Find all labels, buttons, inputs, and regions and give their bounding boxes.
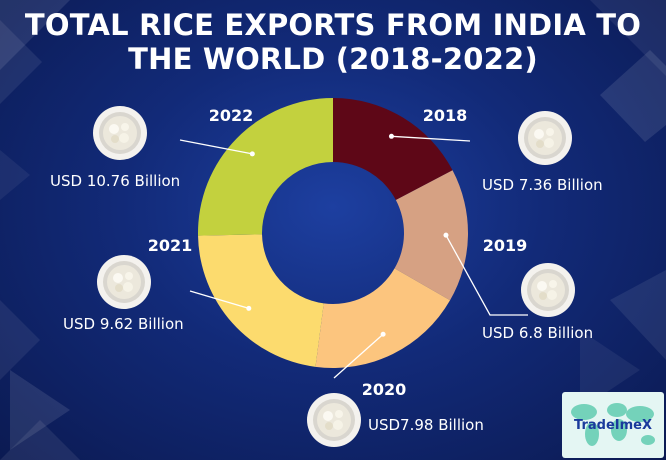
leader-line-2022 [179,139,253,155]
leader-line-2019 [445,234,528,316]
leader-line-2018 [391,135,471,142]
leader-dot-2020 [380,331,386,337]
donut-segment-2018 [333,98,453,201]
value-label-2021: USD 9.62 Billion [63,315,184,333]
leader-lines [179,133,528,379]
year-label-2019: 2019 [483,236,528,255]
chart-segments [197,98,468,368]
leader-dot-2022 [249,151,255,157]
year-label-2020: 2020 [362,380,407,399]
value-label-2022: USD 10.76 Billion [50,172,180,190]
donut-segment-2019 [394,170,468,301]
leader-line-2020 [333,333,384,379]
brand-logo-text: TradeImeX [574,418,652,433]
value-label-2020: USD7.98 Billion [368,416,484,434]
year-label-2018: 2018 [423,106,468,125]
rice-bowl-icon [518,111,572,165]
rice-bowls [93,106,575,447]
donut-segment-2022 [197,98,333,236]
donut-segment-2020 [315,268,451,368]
year-label-2022: 2022 [209,106,254,125]
leader-dot-2021 [246,305,252,311]
rice-bowl-icon [307,393,361,447]
value-label-2018: USD 7.36 Billion [482,176,603,194]
brand-logo: TradeImeX [562,392,664,458]
leader-line-2021 [189,290,249,309]
chart-title: TOTAL RICE EXPORTS FROM INDIA TO THE WOR… [24,8,642,76]
rice-bowl-icon [521,263,575,317]
rice-bowl-icon [93,106,147,160]
leader-dot-2019 [443,232,449,238]
leader-dot-2018 [388,133,394,139]
year-label-2021: 2021 [148,236,193,255]
rice-bowl-icon [97,255,151,309]
donut-segment-2021 [198,234,324,367]
value-label-2019: USD 6.8 Billion [482,324,593,342]
chart-labels: 2018 USD 7.36 Billion 2019 USD 6.8 Billion 2… [50,106,603,434]
